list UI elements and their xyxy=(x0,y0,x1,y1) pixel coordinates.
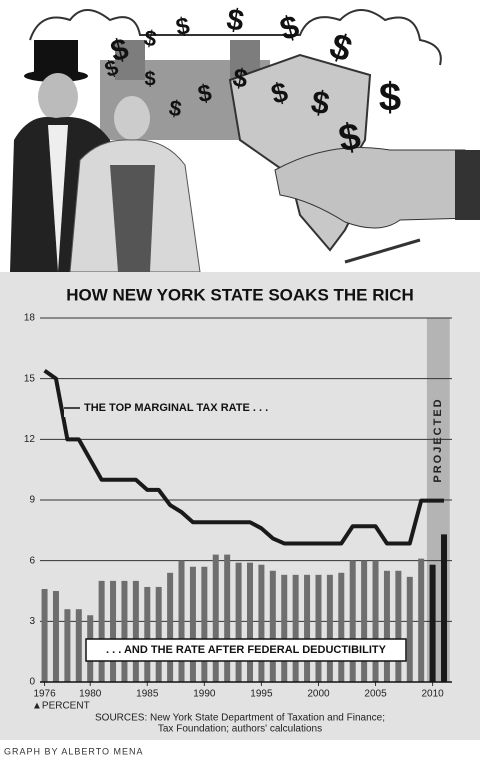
dollar-sign: $ xyxy=(174,12,192,41)
series-label: THE TOP MARGINAL TAX RATE . . . xyxy=(84,402,268,414)
y-tick-label: 18 xyxy=(24,313,36,324)
x-tick-label: 2005 xyxy=(364,689,387,700)
x-tick-label: 1980 xyxy=(79,689,102,700)
bar xyxy=(269,570,276,682)
series-label-bg xyxy=(64,399,296,417)
bar xyxy=(155,586,162,682)
x-tick-label: 2010 xyxy=(421,689,444,700)
dollar-sign: $ xyxy=(231,62,251,94)
dollar-sign: $ xyxy=(167,95,183,122)
bar xyxy=(178,560,185,682)
series-label-box xyxy=(85,638,407,662)
line xyxy=(43,368,445,546)
bar xyxy=(349,560,356,682)
bar xyxy=(235,562,242,682)
bar xyxy=(52,591,59,682)
bar xyxy=(144,586,151,682)
chart-title: HOW NEW YORK STATE SOAKS THE RICH xyxy=(66,285,414,304)
source-line: SOURCES: New York State Department of Ta… xyxy=(95,713,385,724)
illustration xyxy=(0,0,480,273)
bar xyxy=(41,588,48,682)
y-tick-label: 6 xyxy=(29,555,35,566)
bar xyxy=(75,609,82,682)
bar xyxy=(201,566,208,682)
bar xyxy=(418,558,425,682)
bar xyxy=(441,534,448,682)
bar xyxy=(110,580,117,682)
x-tick-label: 1990 xyxy=(193,689,216,700)
y-tick-label: 12 xyxy=(24,434,36,445)
x-tick-label: 1985 xyxy=(136,689,159,700)
dollar-sign: $ xyxy=(309,83,333,122)
dollar-sign: $ xyxy=(196,79,214,108)
y-tick-label: 9 xyxy=(29,495,35,506)
x-tick-label: 2000 xyxy=(307,689,330,700)
bar xyxy=(338,572,345,682)
unit-label: ▲PERCENT xyxy=(32,701,90,712)
bar xyxy=(121,580,128,682)
bar xyxy=(361,560,368,682)
bar xyxy=(98,580,105,682)
dollar-sign: $ xyxy=(224,3,246,38)
bar xyxy=(326,574,333,682)
bar xyxy=(64,609,71,682)
bar xyxy=(395,570,402,682)
source-line: Tax Foundation; authors' calculations xyxy=(158,724,322,735)
projected-label: PROJECTED xyxy=(432,397,444,482)
y-tick-label: 3 xyxy=(29,616,35,627)
x-tick-label: 1995 xyxy=(250,689,273,700)
bar xyxy=(224,554,231,682)
bar xyxy=(246,562,253,682)
y-tick-label: 0 xyxy=(29,677,35,688)
x-tick-label: 1976 xyxy=(33,689,56,700)
dollar-sign: $ xyxy=(144,68,155,90)
bar xyxy=(258,564,265,682)
dollar-sign: $ xyxy=(379,76,401,120)
bar xyxy=(292,574,299,682)
bar xyxy=(189,566,196,682)
credit: GRAPH BY ALBERTO MENA xyxy=(4,746,144,756)
series-label: . . . AND THE RATE AFTER FEDERAL DEDUCTI… xyxy=(106,644,387,656)
bar xyxy=(315,574,322,682)
y-tick-label: 15 xyxy=(24,373,36,384)
bar xyxy=(304,574,311,682)
bar xyxy=(212,554,219,682)
bar xyxy=(406,576,413,682)
bar xyxy=(281,574,288,682)
bar xyxy=(132,580,139,682)
dollar-sign: $ xyxy=(142,25,158,52)
bar xyxy=(372,560,379,682)
bar xyxy=(429,564,436,682)
bar xyxy=(167,572,174,682)
bar xyxy=(383,570,390,682)
